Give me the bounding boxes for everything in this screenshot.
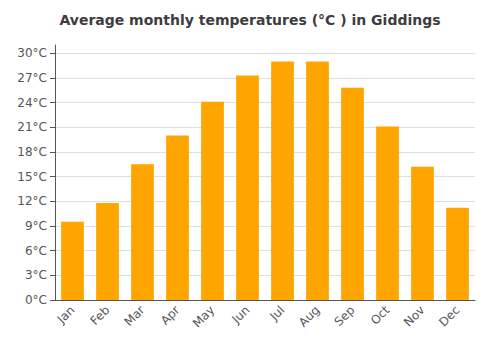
- svg-text:Jun: Jun: [229, 303, 253, 327]
- svg-text:Apr: Apr: [158, 303, 183, 328]
- svg-text:Jul: Jul: [267, 303, 288, 324]
- svg-text:May: May: [190, 303, 217, 330]
- svg-text:12°C: 12°C: [17, 194, 47, 208]
- svg-text:3°C: 3°C: [25, 268, 47, 282]
- svg-text:Feb: Feb: [88, 303, 113, 328]
- svg-text:9°C: 9°C: [25, 219, 47, 233]
- svg-text:6°C: 6°C: [25, 244, 47, 258]
- svg-text:15°C: 15°C: [17, 170, 47, 184]
- svg-text:Aug: Aug: [296, 303, 322, 329]
- svg-text:Nov: Nov: [401, 303, 427, 329]
- svg-text:27°C: 27°C: [17, 71, 47, 85]
- svg-text:0°C: 0°C: [25, 293, 47, 307]
- svg-text:Mar: Mar: [122, 303, 148, 329]
- svg-text:Jan: Jan: [54, 303, 78, 327]
- svg-text:24°C: 24°C: [17, 96, 47, 110]
- svg-text:Sep: Sep: [332, 303, 358, 329]
- svg-text:30°C: 30°C: [17, 46, 47, 60]
- svg-text:18°C: 18°C: [17, 145, 47, 159]
- svg-text:Oct: Oct: [368, 303, 393, 328]
- svg-text:Dec: Dec: [436, 303, 462, 329]
- svg-text:21°C: 21°C: [17, 120, 47, 134]
- svg-text:Average monthly temperatures (: Average monthly temperatures (°C ) in Gi…: [59, 12, 440, 28]
